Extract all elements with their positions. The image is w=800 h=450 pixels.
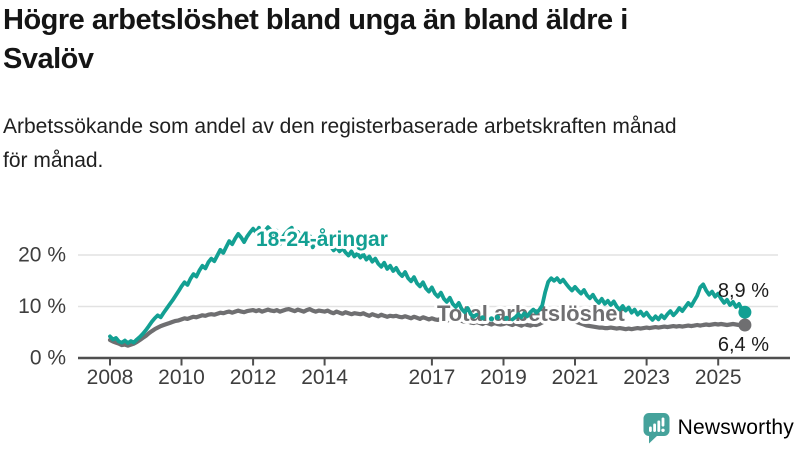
x-tick-label: 2021 (552, 366, 599, 389)
18-24-aringar-gap-dot (503, 315, 510, 321)
total-arbetsloshet-end-dot (738, 318, 752, 332)
end-value-label-total: 6,4 % (718, 334, 769, 356)
y-tick-label: 0 % (30, 347, 66, 370)
series-total-arbetsloshet (107, 307, 752, 348)
18-24-aringar-gap-dot (480, 315, 486, 321)
series-label-18-24-aringar: 18-24-åringar (256, 228, 388, 251)
series-18-24-aringar (108, 225, 752, 346)
newsworthy-logo-text: Newsworthy (677, 416, 794, 439)
x-tick-label: 2025 (695, 366, 742, 389)
18-24-aringar-end-dot (738, 305, 752, 319)
x-tick-label: 2023 (623, 366, 670, 389)
18-24-aringar-gap-dot (488, 316, 495, 322)
newsworthy-logo: Newsworthy (643, 412, 794, 444)
x-tick-label: 2017 (409, 366, 456, 389)
18-24-aringar-gap-dot (494, 314, 501, 320)
x-tick-label: 2014 (301, 366, 348, 389)
page-title: Högre arbetslöshet bland unga än bland ä… (3, 4, 628, 75)
x-tick-label: 2012 (230, 366, 277, 389)
end-value-label-young: 8,9 % (718, 280, 769, 302)
y-tick-label: 20 % (18, 244, 66, 267)
18-24-aringar-line (510, 276, 747, 322)
chart-subtitle: Arbetssökande som andel av den registerb… (3, 115, 677, 172)
newsworthy-logo-icon (643, 413, 670, 444)
x-tick-label: 2008 (87, 366, 134, 389)
x-tick-label: 2019 (480, 366, 527, 389)
y-tick-label: 10 % (18, 295, 66, 318)
18-24-aringar-line (108, 225, 479, 346)
x-tick-label: 2010 (158, 366, 205, 389)
total-arbetsloshet-line (107, 307, 748, 348)
